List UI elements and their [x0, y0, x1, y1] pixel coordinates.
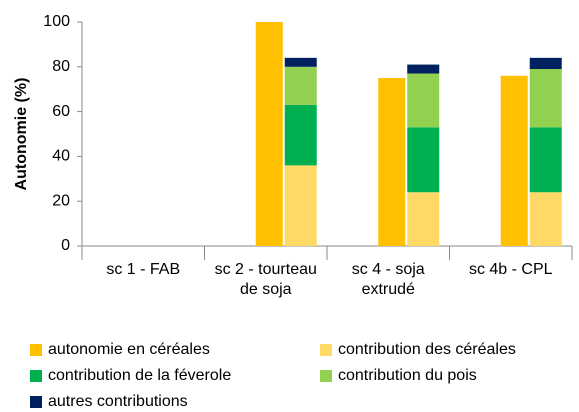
x-tick-label: sc 1 - FAB	[106, 261, 181, 278]
bar	[529, 127, 562, 193]
bar	[284, 165, 317, 246]
bar	[407, 192, 440, 246]
legend-swatch	[30, 396, 42, 408]
y-tick-label: 0	[61, 237, 70, 254]
bar	[529, 69, 562, 128]
bar	[529, 57, 562, 70]
legend-swatch	[320, 370, 332, 382]
x-tick-label: sc 4b - CPL	[468, 261, 553, 278]
bar	[500, 75, 528, 246]
bar	[284, 104, 317, 166]
y-tick-label: 20	[52, 192, 70, 209]
legend-swatch	[30, 370, 42, 382]
y-tick-label: 80	[52, 58, 70, 75]
bar	[378, 78, 406, 246]
y-tick-label: 60	[52, 103, 70, 120]
bar	[284, 66, 317, 105]
y-tick-label: 100	[43, 13, 70, 30]
legend-swatch	[30, 344, 42, 356]
x-tick-label: sc 2 - tourteau de soja	[214, 261, 317, 298]
legend-label: autonomie en céréales	[48, 341, 210, 358]
x-tick-label: sc 4 - soja extrudé	[351, 261, 425, 298]
bar	[407, 73, 440, 128]
legend-label: contribution des céréales	[338, 341, 516, 358]
legend-label: autres contributions	[48, 393, 188, 410]
bar	[407, 127, 440, 193]
bar	[407, 64, 440, 74]
legend-label: contribution de la féverole	[48, 367, 231, 384]
bar	[284, 57, 317, 67]
bar	[529, 192, 562, 246]
legend-swatch	[320, 344, 332, 356]
bar	[255, 22, 283, 246]
y-axis-label: Autonomie (%)	[13, 78, 30, 191]
legend-label: contribution du pois	[338, 367, 477, 384]
y-tick-label: 40	[52, 148, 70, 165]
